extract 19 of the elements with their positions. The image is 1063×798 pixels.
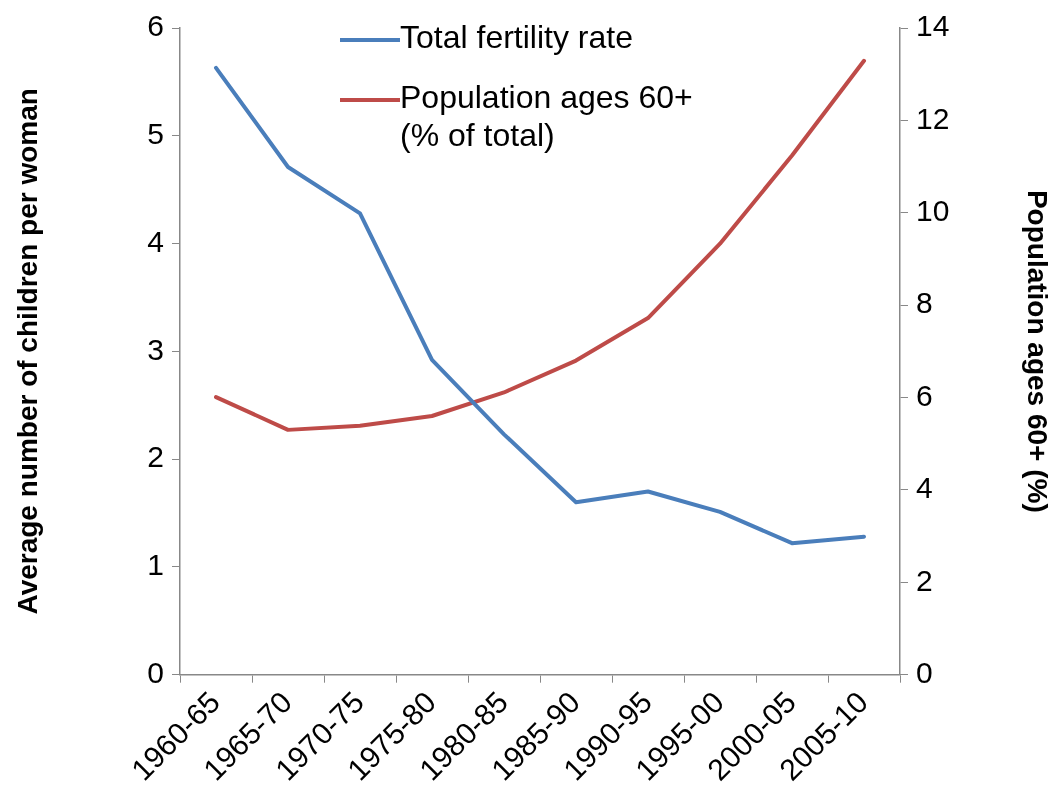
y2-tick-label: 4 <box>916 471 933 505</box>
y2-tick-label: 12 <box>916 101 950 135</box>
y2-tick-label: 10 <box>916 194 950 228</box>
y-tick-label: 2 <box>147 440 164 474</box>
y2-tick-label: 8 <box>916 286 933 320</box>
y-axis-title: Average number of children per woman <box>11 88 43 615</box>
legend-label: Population ages 60+ (% of total) <box>400 78 694 154</box>
y2-tick-label: 0 <box>916 655 933 689</box>
y2-tick-label: 6 <box>916 378 933 412</box>
y-tick-label: 5 <box>147 117 164 151</box>
y-tick-label: 1 <box>147 548 164 582</box>
legend-label: Total fertility rate <box>400 18 633 56</box>
y-tick-label: 3 <box>147 332 164 366</box>
y2-tick-label: 14 <box>916 9 950 43</box>
y-tick-label: 0 <box>147 655 164 689</box>
y-tick-label: 6 <box>147 9 164 43</box>
y-tick-label: 4 <box>147 224 164 258</box>
y2-tick-label: 2 <box>916 563 933 597</box>
y2-axis-title: Population ages 60+ (%) <box>1022 189 1054 513</box>
